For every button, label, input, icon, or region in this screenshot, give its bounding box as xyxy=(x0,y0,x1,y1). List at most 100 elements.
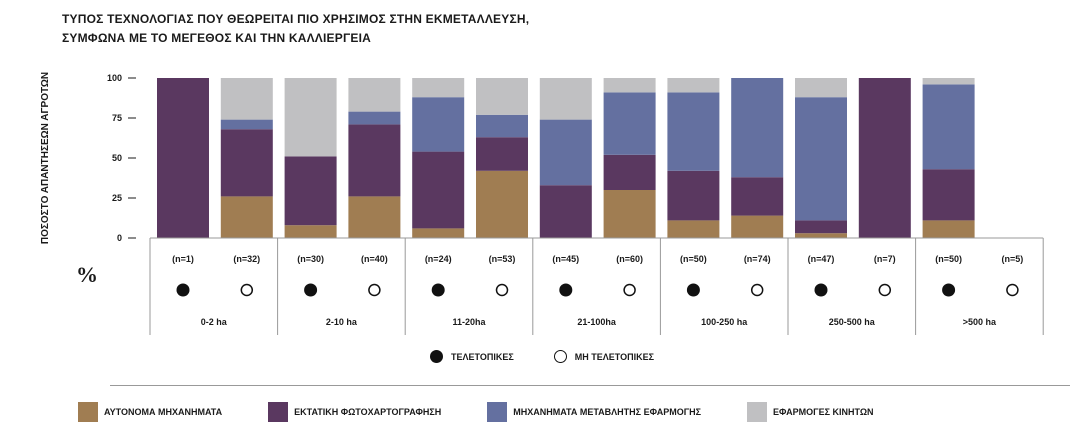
empty-circle-icon xyxy=(368,283,381,297)
filled-circle-icon xyxy=(942,283,956,297)
bar-segment xyxy=(667,78,720,93)
bar-segment xyxy=(476,170,528,238)
group-label: 11-20ha xyxy=(452,317,486,327)
y-tick-label: 0 xyxy=(117,233,122,243)
sample-size-label: (n=74) xyxy=(744,254,771,264)
bar-segment xyxy=(795,97,847,221)
chart-title: ΤΥΠΟΣ ΤΕΧΝΟΛΟΓΙΑΣ ΠΟΥ ΘΕΩΡΕΙΤΑΙ ΠΙΟ ΧΡΗΣ… xyxy=(62,10,529,48)
sample-size-label: (n=47) xyxy=(808,254,835,264)
legend-swatch-series3 xyxy=(487,402,508,422)
bar-segment xyxy=(795,233,847,238)
legend-label-series4: ΕΦΑΡΜΟΓΕΣ ΚΙΝΗΤΩΝ xyxy=(773,407,874,417)
bar-segment xyxy=(731,78,784,178)
bar-segment xyxy=(220,196,273,238)
y-axis-unit: % xyxy=(76,262,98,287)
filled-circle-icon xyxy=(176,283,190,297)
status-legend-empty-label: ΜΗ ΤΕΛΕΤΟΠΙΚΕΣ xyxy=(574,351,654,362)
sample-size-label: (n=7) xyxy=(874,254,896,264)
bar-segment xyxy=(603,92,656,155)
sample-size-label: (n=5) xyxy=(1002,254,1024,264)
empty-circle-icon xyxy=(495,283,509,297)
legend-item-series1: ΑΥΤΟΝΟΜΑ ΜΗΧΑΝΗΜΑΤΑ xyxy=(78,402,222,422)
sample-size-label: (n=40) xyxy=(361,254,388,264)
sample-size-label: (n=50) xyxy=(680,254,707,264)
y-tick-label: 100 xyxy=(107,73,122,83)
y-tick-label: 75 xyxy=(112,113,122,123)
group-label: 0-2 ha xyxy=(201,317,228,327)
bar-segment xyxy=(603,78,656,93)
y-tick-label: 50 xyxy=(112,153,122,163)
bar-segment xyxy=(603,154,656,190)
legend-swatch-series2 xyxy=(268,402,289,422)
empty-circle-icon xyxy=(623,283,636,297)
empty-circle-icon xyxy=(1006,283,1019,297)
bar-segment xyxy=(220,78,273,120)
bar-segment xyxy=(284,225,337,238)
bar-segment xyxy=(284,156,337,226)
empty-circle-icon xyxy=(750,283,764,297)
empty-circle-icon xyxy=(553,350,567,363)
legend-label-series3: ΜΗΧΑΝΗΜΑΤΑ ΜΕΤΑΒΛΗΤΗΣ ΕΦΑΡΜΟΓΗΣ xyxy=(513,407,702,417)
sample-size-label: (n=60) xyxy=(616,254,643,264)
bar-segment xyxy=(476,137,528,171)
bar-segment xyxy=(412,97,465,152)
bar-segment xyxy=(412,151,465,229)
legend-label-series2: ΕΚΤΑΤΙΚΗ ΦΩΤΟΧΑΡΤΟΓΡΑΦΗΣΗ xyxy=(294,407,442,417)
filled-circle-icon xyxy=(814,283,828,297)
empty-circle-icon xyxy=(878,283,892,297)
bar-segment xyxy=(348,124,401,197)
bar-segment xyxy=(412,78,465,98)
bar-segment xyxy=(220,119,273,130)
group-label: 250-500 ha xyxy=(829,317,876,327)
sample-size-label: (n=45) xyxy=(552,254,579,264)
bar-segment xyxy=(348,111,401,125)
bar-segment xyxy=(795,78,847,98)
bar-segment xyxy=(539,185,592,238)
legend-swatch-series4 xyxy=(747,402,768,422)
bar-segment xyxy=(539,119,592,186)
filled-circle-icon xyxy=(686,283,700,297)
status-legend-filled: ΤΕΛΕΤΟΠΙΚΕΣ xyxy=(430,350,514,363)
status-legend: ΤΕΛΕΤΟΠΙΚΕΣ ΜΗ ΤΕΛΕΤΟΠΙΚΕΣ xyxy=(430,350,654,363)
bar-segment xyxy=(220,129,273,197)
status-legend-filled-label: ΤΕΛΕΤΟΠΙΚΕΣ xyxy=(451,351,514,362)
chart-title-line1: ΤΥΠΟΣ ΤΕΧΝΟΛΟΓΙΑΣ ΠΟΥ ΘΕΩΡΕΙΤΑΙ ΠΙΟ ΧΡΗΣ… xyxy=(62,12,530,26)
series-legend: ΑΥΤΟΝΟΜΑ ΜΗΧΑΝΗΜΑΤΑ ΕΚΤΑΤΙΚΗ ΦΩΤΟΧΑΡΤΟΓΡ… xyxy=(78,402,874,422)
bar-segment xyxy=(858,78,911,238)
bar-segment xyxy=(667,170,720,221)
legend-label-series1: ΑΥΤΟΝΟΜΑ ΜΗΧΑΝΗΜΑΤΑ xyxy=(104,407,223,417)
y-tick-label: 25 xyxy=(112,193,122,203)
sample-size-label: (n=50) xyxy=(935,254,962,264)
bar-segment xyxy=(667,220,720,238)
bar-segment xyxy=(603,190,656,238)
filled-circle-icon xyxy=(304,283,318,297)
status-legend-empty: ΜΗ ΤΕΛΕΤΟΠΙΚΕΣ xyxy=(553,350,654,363)
bar-segment xyxy=(731,177,784,216)
legend-item-series2: ΕΚΤΑΤΙΚΗ ΦΩΤΟΧΑΡΤΟΓΡΑΦΗΣΗ xyxy=(268,402,441,422)
sample-size-label: (n=30) xyxy=(297,254,324,264)
bar-segment xyxy=(922,220,975,238)
legend-item-series4: ΕΦΑΡΜΟΓΕΣ ΚΙΝΗΤΩΝ xyxy=(747,402,874,422)
group-label: 21-100ha xyxy=(577,317,617,327)
bar-segment xyxy=(922,84,975,170)
sample-size-label: (n=1) xyxy=(172,254,194,264)
filled-circle-icon xyxy=(431,283,445,297)
sample-size-label: (n=24) xyxy=(425,254,452,264)
legend-swatch-series1 xyxy=(78,402,98,422)
filled-circle-icon xyxy=(559,283,573,297)
bar-segment xyxy=(157,78,209,238)
bar-segment xyxy=(731,215,784,238)
bar-segment xyxy=(922,169,975,221)
bar-segment xyxy=(476,114,528,138)
bar-segment xyxy=(539,78,592,120)
bar-segment xyxy=(412,228,465,238)
group-label: 2-10 ha xyxy=(326,317,358,327)
bar-segment xyxy=(348,78,401,112)
filled-circle-icon xyxy=(430,350,443,363)
chart-title-line2: ΣΥΜΦΩΝΑ ΜΕ ΤΟ ΜΕΓΕΘΟΣ ΚΑΙ ΤΗΝ ΚΑΛΛΙΕΡΓΕΙ… xyxy=(62,31,371,45)
sample-size-label: (n=53) xyxy=(489,254,516,264)
bar-segment xyxy=(795,220,847,234)
group-label: >500 ha xyxy=(963,317,997,327)
legend-divider xyxy=(110,385,1070,386)
